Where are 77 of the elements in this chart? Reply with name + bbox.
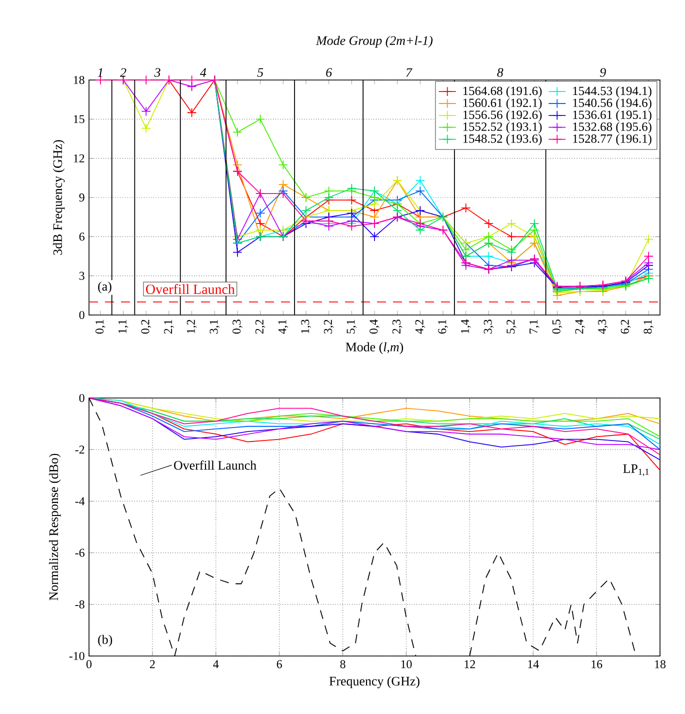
x-tick-label: 4 — [213, 660, 219, 668]
x-tick-label: 2,2 — [255, 320, 266, 334]
x-tick-label: 0 — [86, 660, 92, 668]
x-tick-label: 0,5 — [552, 320, 562, 334]
x-axis-title: Frequency (GHz) — [329, 676, 420, 688]
x-tick-label: 6,1 — [438, 320, 448, 334]
y-tick-label: 0 — [79, 394, 84, 402]
legend-label: 1556.56 (192.6) — [463, 110, 542, 122]
text: 1 — [98, 68, 102, 77]
x-tick-label: 3,3 — [484, 320, 494, 334]
legend-label: 1564.68 (191.6) — [463, 86, 542, 98]
x-tick-label: 3,2 — [324, 320, 334, 334]
x-tick-label: 2,1 — [164, 320, 174, 334]
y-tick-label: -6 — [75, 548, 84, 557]
x-tick-label: 5,1 — [346, 320, 357, 334]
x-tick-label: 2 — [150, 660, 155, 668]
x-tick-label: 1,1 — [118, 320, 128, 334]
x-tick-label: 4,2 — [415, 320, 426, 334]
y-tick-label: 9 — [79, 193, 84, 202]
annotation: LP$_{1,1}$ — [623, 464, 649, 476]
y-tick-label: 12 — [74, 154, 84, 162]
text: 4 — [200, 68, 206, 77]
legend-label: 1544.53 (194.1) — [573, 86, 652, 98]
x-tick-label: 5,2 — [506, 320, 516, 334]
y-tick-label: 15 — [74, 115, 84, 124]
legend-label: 1532.68 (195.6) — [573, 122, 652, 134]
legend-label: 1528.77 (196.1) — [573, 134, 652, 146]
x-tick-label: 8 — [340, 660, 346, 668]
x-tick-label: 1,3 — [301, 320, 311, 334]
x-tick-label: 0,4 — [370, 319, 380, 334]
text: 7 — [406, 68, 412, 77]
x-tick-label: 3,1 — [210, 320, 220, 334]
legend-label: 1560.61 (192.1) — [463, 98, 542, 110]
y-axis-title: 3dB Frequency (GHz) — [52, 140, 65, 255]
y-tick-label: -10 — [69, 652, 84, 660]
x-tick-label: 0,2 — [141, 320, 151, 334]
text: 9 — [600, 68, 606, 77]
legend-label: 1548.52 (193.6) — [463, 134, 542, 146]
x-tick-label: 2,4 — [575, 319, 585, 334]
x-tick-label: 12 — [464, 660, 475, 668]
text: 6 — [326, 68, 332, 77]
x-tick-label: 0,3 — [232, 320, 242, 334]
x-tick-label: 2,3 — [392, 320, 402, 334]
x-tick-label: 7,1 — [530, 320, 540, 334]
y-axis-title: Normalized Response (dBo) — [48, 454, 61, 600]
x-tick-label: 4,3 — [598, 320, 608, 334]
legend-label: 1540.56 (194.6) — [573, 98, 652, 110]
x-tick-label: 10 — [401, 660, 412, 668]
chart-title: Mode Group (2m+l-1) — [316, 36, 433, 48]
x-axis-title: Mode (l,m) — [346, 342, 404, 354]
y-tick-label: 18 — [74, 76, 84, 84]
x-tick-label: 8,1 — [644, 320, 654, 334]
x-tick-label: 4,1 — [278, 320, 288, 334]
text: 2 — [120, 68, 126, 77]
y-tick-label: -2 — [75, 446, 84, 454]
x-tick-label: 14 — [528, 660, 539, 668]
x-tick-label: 1,4 — [461, 319, 471, 334]
x-tick-label: 6 — [276, 660, 282, 668]
text: 5 — [257, 68, 264, 77]
text: 8 — [497, 68, 504, 77]
annotation: (a) — [98, 282, 112, 294]
y-tick-label: 6 — [79, 232, 84, 241]
y-tick-label: 0 — [79, 310, 84, 320]
x-tick-label: 18 — [655, 660, 666, 668]
ref-line-label: Overfill Launch — [146, 284, 235, 294]
x-tick-label: 0,1 — [96, 320, 106, 334]
x-tick-label: 1,2 — [186, 320, 197, 334]
text: 3 — [154, 68, 160, 77]
legend-label: 1552.52 (193.1) — [463, 122, 542, 134]
annotation: Overfill Launch — [174, 460, 256, 470]
legend-label: 1536.61 (195.1) — [573, 110, 652, 122]
y-tick-label: -8 — [75, 600, 84, 608]
y-tick-label: 3 — [79, 272, 84, 280]
x-tick-label: 6,2 — [620, 320, 631, 334]
x-tick-label: 16 — [592, 660, 602, 668]
y-tick-label: -4 — [75, 497, 85, 506]
annotation: (b) — [98, 634, 112, 647]
